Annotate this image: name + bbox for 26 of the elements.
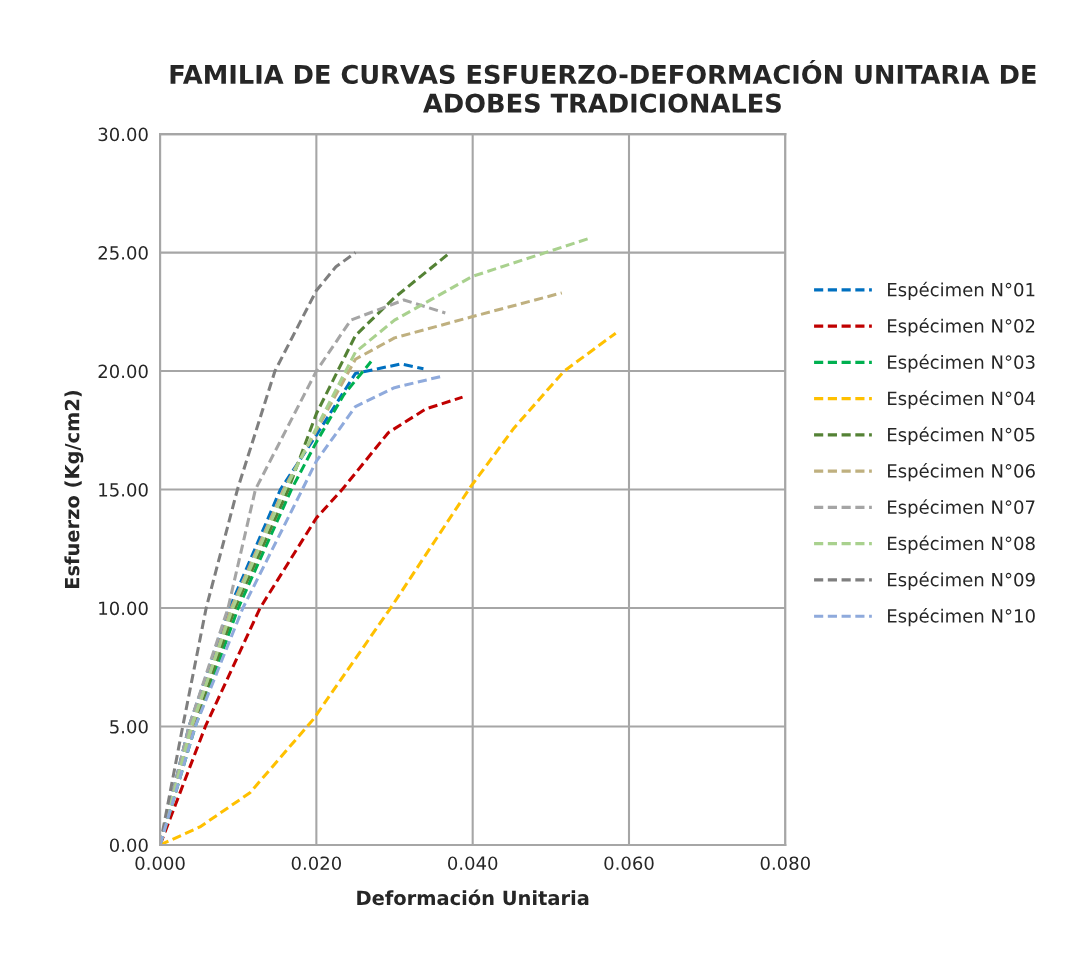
line-series (160, 331, 618, 845)
legend-label: Espécimen N°03 (888, 354, 1035, 373)
x-tick-label: 0.060 (604, 856, 654, 871)
y-tick-label: 0.00 (109, 838, 148, 853)
y-tick-label: 10.00 (99, 601, 148, 616)
x-tick-label: 0.040 (448, 856, 498, 871)
y-tick-label: 15.00 (99, 483, 148, 497)
legend-label: Espécimen N°10 (888, 608, 1035, 627)
y-tick-label: 30.00 (98, 127, 148, 142)
x-tick-label: 0.000 (135, 856, 185, 871)
chart-title: FAMILIA DE CURVAS ESFUERZO-DEFORMACIÓN UNITARIA DE ADOBES TRADICIONALES (170, 59, 1036, 113)
y-tick-label: 25.00 (98, 246, 148, 260)
x-tick-label: 0.020 (291, 856, 342, 871)
x-axis-title: Deformación Unitaria (357, 889, 589, 906)
y-tick-label: 5.00 (110, 719, 148, 734)
legend-label: Espécimen N°09 (888, 571, 1035, 590)
legend-label: Espécimen N°06 (888, 463, 1035, 482)
y-axis-title: Esfuerzo (Kg/cm2) (64, 390, 84, 589)
legend-label: Espécimen N°04 (888, 390, 1035, 409)
y-tick-label: 20.00 (98, 364, 148, 379)
legend-label: Espécimen N°07 (888, 499, 1035, 518)
legend-label: Espécimen N°01 (888, 281, 1035, 300)
legend-label: Espécimen N°05 (888, 426, 1035, 445)
x-tick-label: 0.080 (760, 856, 810, 871)
legend-label: Espécimen N°08 (888, 535, 1035, 554)
legend-label: Espécimen N°02 (888, 318, 1035, 337)
